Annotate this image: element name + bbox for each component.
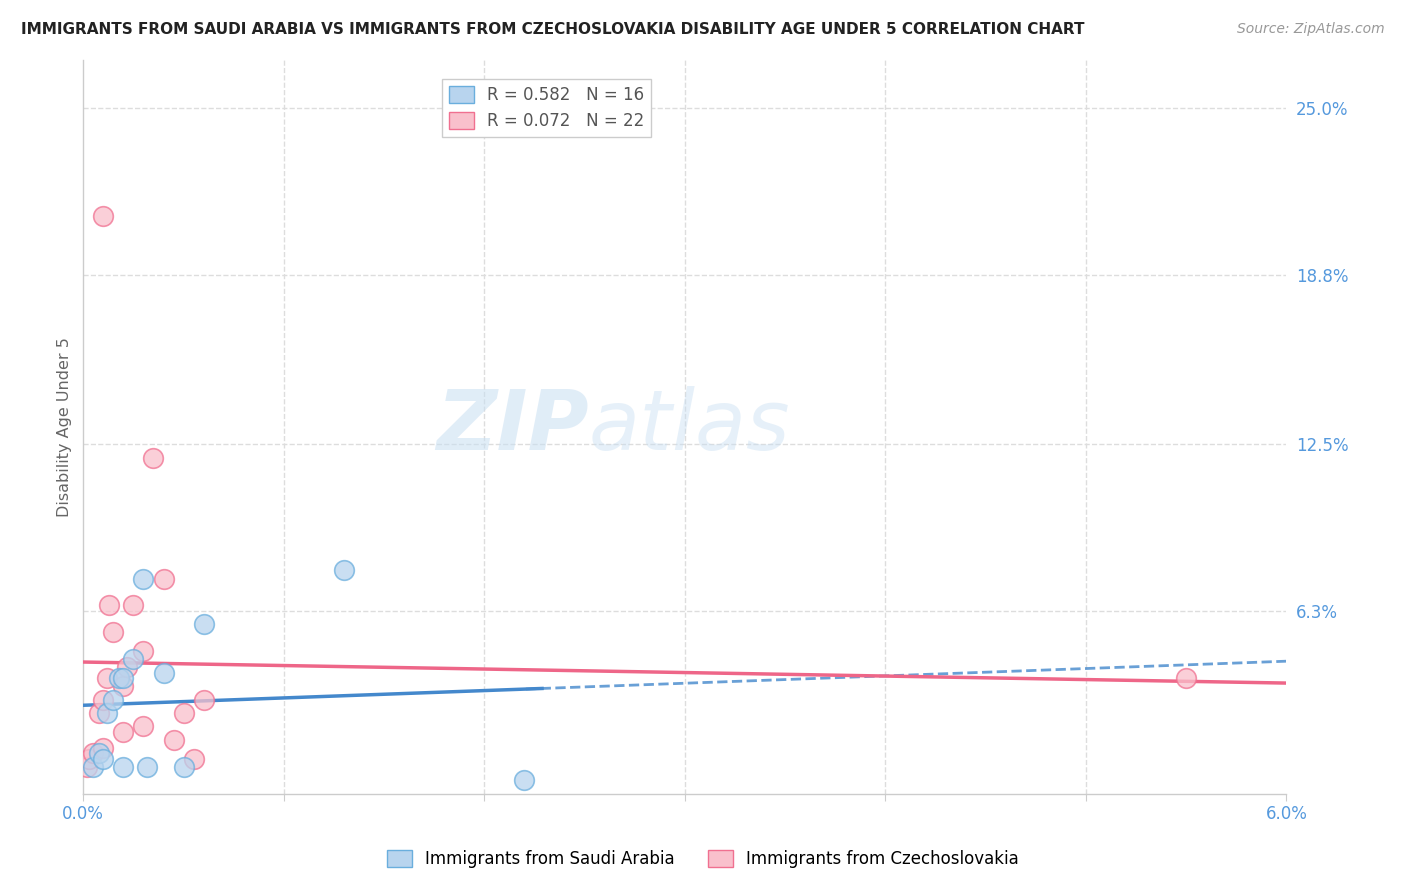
Point <box>96 706 118 720</box>
Point <box>142 450 165 465</box>
Text: IMMIGRANTS FROM SAUDI ARABIA VS IMMIGRANTS FROM CZECHOSLOVAKIA DISABILITY AGE UN: IMMIGRANTS FROM SAUDI ARABIA VS IMMIGRAN… <box>21 22 1084 37</box>
Legend: Immigrants from Saudi Arabia, Immigrants from Czechoslovakia: Immigrants from Saudi Arabia, Immigrants… <box>380 843 1026 875</box>
Point <box>117 660 139 674</box>
Text: atlas: atlas <box>589 386 790 467</box>
Point <box>513 773 536 788</box>
Point <box>183 752 205 766</box>
Point <box>89 747 111 761</box>
Point <box>112 671 135 685</box>
Point <box>173 706 195 720</box>
Point <box>93 692 115 706</box>
Point <box>122 599 145 613</box>
Point <box>132 644 155 658</box>
Point <box>82 760 104 774</box>
Point <box>89 706 111 720</box>
Point <box>103 692 125 706</box>
Point <box>82 747 104 761</box>
Point <box>79 752 101 766</box>
Point <box>108 671 131 685</box>
Point <box>136 760 159 774</box>
Point <box>93 741 115 756</box>
Point <box>112 679 135 693</box>
Point <box>152 665 174 680</box>
Point <box>152 572 174 586</box>
Point <box>112 724 135 739</box>
Point <box>93 209 115 223</box>
Y-axis label: Disability Age Under 5: Disability Age Under 5 <box>58 336 72 516</box>
Text: ZIP: ZIP <box>436 386 589 467</box>
Point <box>76 760 98 774</box>
Point <box>132 719 155 733</box>
Point <box>112 760 135 774</box>
Point <box>162 732 184 747</box>
Point <box>193 617 215 632</box>
Legend: R = 0.582   N = 16, R = 0.072   N = 22: R = 0.582 N = 16, R = 0.072 N = 22 <box>441 79 651 137</box>
Point <box>96 671 118 685</box>
Point <box>193 692 215 706</box>
Point <box>93 752 115 766</box>
Point <box>132 572 155 586</box>
Point <box>1175 671 1198 685</box>
Point <box>333 564 356 578</box>
Point <box>98 599 121 613</box>
Text: Source: ZipAtlas.com: Source: ZipAtlas.com <box>1237 22 1385 37</box>
Point <box>173 760 195 774</box>
Point <box>122 652 145 666</box>
Point <box>103 625 125 640</box>
